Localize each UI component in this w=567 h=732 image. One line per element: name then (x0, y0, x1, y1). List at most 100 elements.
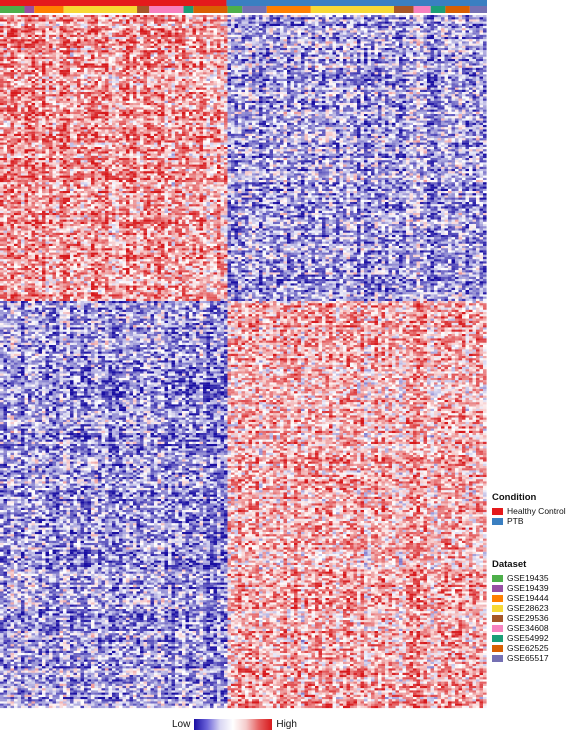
heatmap-cell (214, 19, 218, 21)
heatmap-cell (105, 19, 109, 21)
heatmap-cell (287, 35, 291, 37)
heatmap-cell (399, 44, 403, 46)
heatmap-cell (382, 37, 386, 39)
heatmap-cell (368, 35, 372, 37)
heatmap-cell (193, 35, 197, 37)
heatmap-cell (116, 57, 120, 59)
heatmap-cell (95, 35, 99, 37)
heatmap-cell (193, 30, 197, 32)
heatmap-cell (385, 19, 389, 21)
heatmap-cell (301, 15, 305, 17)
heatmap-cell (63, 37, 67, 39)
heatmap-cell (413, 48, 417, 50)
heatmap-cell (431, 46, 435, 48)
heatmap-cell (49, 26, 53, 28)
heatmap-cell (462, 44, 466, 46)
heatmap-cell (455, 15, 459, 17)
heatmap-cell (168, 22, 172, 24)
heatmap-cell (231, 22, 235, 24)
heatmap-cell (375, 50, 379, 52)
heatmap-cell (361, 22, 365, 24)
heatmap-cell (231, 46, 235, 48)
heatmap-cell (0, 55, 4, 57)
heatmap-cell (235, 30, 239, 32)
heatmap-cell (165, 26, 169, 28)
heatmap-cell (46, 28, 50, 30)
heatmap-cell (77, 44, 81, 46)
heatmap-cell (179, 55, 183, 57)
heatmap-cell (459, 35, 463, 37)
heatmap-cell (126, 24, 130, 26)
heatmap-cell (60, 52, 64, 54)
heatmap-cell (189, 33, 193, 35)
heatmap-cell (161, 52, 165, 54)
heatmap-cell (119, 24, 123, 26)
heatmap-cell (462, 52, 466, 54)
heatmap-cell (182, 50, 186, 52)
heatmap-cell (382, 17, 386, 19)
heatmap-cell (28, 26, 32, 28)
heatmap-cell (175, 37, 179, 39)
heatmap-cell (77, 35, 81, 37)
heatmap-cell (298, 48, 302, 50)
heatmap-cell (74, 52, 78, 54)
heatmap-cell (259, 19, 263, 21)
heatmap-cell (67, 37, 71, 39)
heatmap-cell (28, 41, 32, 43)
heatmap-cell (42, 46, 46, 48)
heatmap-cell (452, 24, 456, 26)
heatmap-cell (11, 17, 15, 19)
heatmap-cell (28, 48, 32, 50)
heatmap-cell (462, 48, 466, 50)
heatmap-cell (63, 55, 67, 57)
heatmap-cell (203, 39, 207, 41)
heatmap-cell (137, 44, 141, 46)
heatmap-cell (140, 44, 144, 46)
heatmap-cell (347, 35, 351, 37)
heatmap-cell (413, 39, 417, 41)
heatmap-cell (91, 22, 95, 24)
heatmap-cell (382, 46, 386, 48)
heatmap-cell (266, 39, 270, 41)
heatmap-cell (252, 39, 256, 41)
heatmap-cell (112, 50, 116, 52)
heatmap-cell (70, 19, 74, 21)
heatmap-cell (445, 24, 449, 26)
heatmap-cell (210, 22, 214, 24)
heatmap-cell (67, 48, 71, 50)
heatmap-cell (431, 22, 435, 24)
heatmap-cell (371, 48, 375, 50)
heatmap-cell (193, 50, 197, 52)
heatmap-cell (98, 48, 102, 50)
heatmap-cell (399, 22, 403, 24)
heatmap-cell (168, 52, 172, 54)
heatmap-cell (42, 19, 46, 21)
heatmap-cell (403, 48, 407, 50)
heatmap-cell (483, 44, 487, 46)
heatmap-cell (462, 17, 466, 19)
heatmap-cell (242, 15, 246, 17)
heatmap-cell (158, 24, 162, 26)
heatmap-cell (315, 39, 319, 41)
dataset-annotation-bar (394, 6, 414, 13)
heatmap-cell (469, 28, 473, 30)
heatmap-cell (221, 28, 225, 30)
heatmap-cell (434, 46, 438, 48)
heatmap-cell (81, 41, 85, 43)
heatmap-cell (39, 33, 43, 35)
heatmap-cell (238, 22, 242, 24)
heatmap-cell (301, 35, 305, 37)
heatmap-cell (291, 19, 295, 21)
heatmap-cell (256, 39, 260, 41)
heatmap-cell (130, 30, 134, 32)
heatmap-cell (168, 46, 172, 48)
heatmap-cell (417, 33, 421, 35)
heatmap-cell (371, 44, 375, 46)
heatmap-cell (308, 39, 312, 41)
heatmap-cell (476, 52, 480, 54)
heatmap-cell (126, 35, 130, 37)
heatmap-cell (53, 48, 57, 50)
heatmap-cell (60, 26, 64, 28)
heatmap-cell (60, 33, 64, 35)
heatmap-cell (305, 48, 309, 50)
